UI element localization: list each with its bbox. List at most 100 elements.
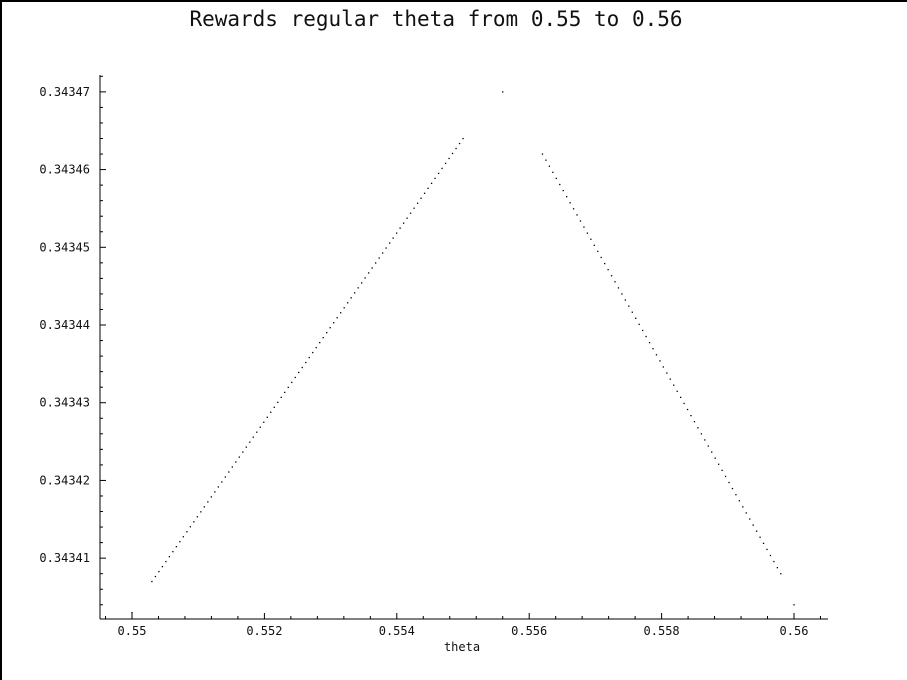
- data-point: [168, 555, 171, 558]
- data-point: [462, 137, 464, 140]
- data-point: [610, 275, 613, 277]
- data-point: [655, 354, 658, 356]
- data-point: [669, 378, 671, 380]
- data-point: [659, 360, 661, 362]
- data-point: [690, 414, 692, 417]
- data-point: [559, 183, 561, 186]
- y-tick-label: 0.34346: [39, 163, 90, 177]
- data-point: [621, 293, 623, 295]
- data-point: [635, 317, 637, 319]
- y-tick-label: 0.34342: [39, 473, 90, 487]
- data-point: [458, 142, 461, 145]
- data-point: [235, 461, 237, 463]
- data-point: [189, 526, 192, 528]
- data-point: [738, 500, 741, 502]
- data-point: [238, 456, 240, 458]
- data-point: [617, 287, 620, 289]
- data-point: [628, 305, 630, 307]
- data-point: [402, 222, 405, 224]
- data-point: [437, 172, 440, 175]
- data-point: [566, 196, 568, 198]
- data-point: [368, 272, 370, 274]
- data-point: [224, 476, 226, 478]
- data-point: [773, 560, 775, 563]
- x-ticks: 0.55 0.552 0.554 0.556 0.558 0.56: [105, 613, 821, 638]
- data-point: [711, 451, 713, 453]
- x-tick-label: 0.556: [511, 624, 547, 638]
- data-point: [631, 311, 633, 313]
- x-tick-label: 0.554: [379, 624, 415, 638]
- data-point: [793, 604, 795, 606]
- data-point: [266, 416, 268, 418]
- data-point: [409, 212, 412, 214]
- data-point: [724, 475, 727, 478]
- data-point: [420, 197, 422, 199]
- data-point: [597, 250, 599, 253]
- data-point: [388, 242, 391, 244]
- data-point: [423, 192, 426, 194]
- data-point: [364, 277, 366, 279]
- data-point: [749, 518, 751, 520]
- data-point: [298, 371, 300, 374]
- data-point: [193, 521, 195, 523]
- data-point: [645, 335, 647, 338]
- data-point: [427, 187, 429, 189]
- data-point: [579, 220, 582, 222]
- data-point: [728, 481, 730, 484]
- x-tick-label: 0.552: [246, 624, 282, 638]
- data-point: [287, 386, 289, 389]
- y-tick-label: 0.34344: [39, 318, 90, 332]
- data-point: [541, 153, 544, 155]
- data-point: [673, 384, 675, 386]
- data-point: [371, 267, 373, 269]
- x-axis-label: theta: [444, 640, 480, 654]
- data-point: [245, 446, 247, 448]
- data-point: [717, 463, 720, 465]
- data-point: [662, 366, 665, 368]
- data-point: [294, 376, 296, 379]
- data-point: [319, 341, 321, 344]
- data-point: [721, 469, 723, 472]
- data-point: [231, 466, 233, 468]
- data-point: [714, 457, 716, 459]
- data-point: [666, 372, 668, 374]
- data-point: [207, 501, 209, 503]
- data-point: [555, 177, 557, 180]
- data-point: [413, 207, 415, 209]
- data-point: [707, 445, 709, 447]
- data-point: [343, 307, 345, 309]
- data-point: [354, 292, 356, 294]
- data-point: [766, 548, 768, 551]
- data-point: [552, 171, 554, 173]
- data-point: [693, 421, 696, 423]
- data-point: [273, 406, 275, 408]
- data-point: [638, 323, 640, 326]
- data-point: [249, 441, 251, 443]
- data-point: [642, 329, 644, 332]
- data-point: [326, 332, 328, 334]
- data-point: [700, 433, 703, 435]
- data-point: [385, 247, 387, 249]
- data-point: [270, 411, 272, 413]
- data-point: [203, 506, 205, 508]
- data-point: [277, 401, 279, 403]
- data-point: [648, 341, 651, 344]
- data-point: [614, 281, 616, 283]
- data-point: [228, 471, 230, 473]
- data-point: [392, 237, 394, 239]
- data-point: [172, 551, 174, 553]
- data-point: [259, 426, 261, 428]
- data-point: [572, 208, 575, 210]
- data-point: [308, 356, 310, 359]
- data-point: [545, 159, 547, 161]
- data-point: [214, 491, 216, 493]
- data-point: [752, 524, 754, 526]
- data-point: [406, 217, 408, 219]
- data-point: [441, 167, 443, 170]
- data-point: [175, 546, 178, 548]
- x-tick-label: 0.55: [118, 624, 147, 638]
- data-point: [361, 282, 363, 284]
- data-point: [357, 287, 359, 289]
- data-point: [686, 408, 689, 411]
